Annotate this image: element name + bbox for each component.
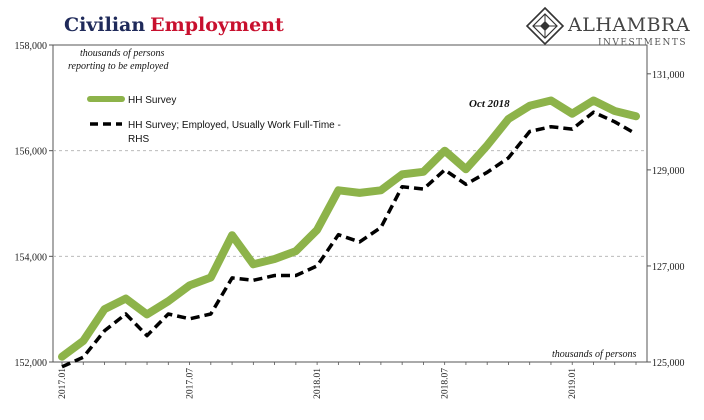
legend-label-ft-line2: RHS	[128, 134, 149, 145]
bottom-unit-note: thousands of persons	[552, 349, 637, 360]
left-tick-label: 158,000	[15, 41, 48, 52]
title-civilian: Civilian	[64, 14, 145, 36]
left-tick-label: 156,000	[15, 147, 48, 158]
legend-label-hh: HH Survey	[128, 95, 176, 106]
series-hh-survey	[58, 96, 640, 361]
x-axis: 2017.01 2017.07 2018.01 2018.07 2019.01	[58, 362, 637, 399]
logo-sub: INVESTMENTS	[598, 38, 687, 48]
series-line-hh-survey	[58, 96, 640, 361]
annotation-oct-2018: Oct 2018	[469, 98, 510, 110]
alhambra-logo: ALHAMBRA INVESTMENTS	[525, 6, 690, 48]
x-tick-label: 2018.07	[441, 368, 451, 399]
right-tick-label: 125,000	[652, 358, 685, 369]
x-tick-label: 2017.07	[186, 368, 196, 399]
legend: HH Survey HH Survey; Employed, Usually W…	[87, 95, 341, 145]
grid-lines	[53, 150, 647, 257]
chart-title: Civilian Employment	[64, 14, 284, 36]
left-tick-label: 152,000	[15, 358, 48, 369]
right-tick-label: 131,000	[652, 70, 685, 81]
x-tick-label: 2018.01	[313, 368, 323, 399]
left-unit-line1: thousands of persons	[80, 48, 165, 59]
x-tick-label: 2017.01	[58, 368, 68, 399]
logo-name: ALHAMBRA	[567, 14, 690, 36]
legend-label-ft-line1: HH Survey; Employed, Usually Work Full-T…	[128, 120, 341, 131]
x-tick-label: 2019.01	[568, 368, 578, 399]
series-fulltime-rhs	[61, 110, 637, 369]
right-tick-label: 129,000	[652, 166, 685, 177]
right-tick-label: 127,000	[652, 262, 685, 273]
left-unit-line2: reporting to be employed	[68, 61, 169, 72]
title-employment: Employment	[150, 14, 284, 36]
plot-frame	[52, 44, 648, 363]
right-axis: 125,000 127,000 129,000 131,000	[647, 70, 685, 369]
diamond-lattice-icon	[525, 6, 565, 46]
left-axis: 152,000 154,000 156,000 158,000	[15, 41, 53, 369]
series-line-fulltime-rhs	[61, 110, 637, 369]
left-tick-label: 154,000	[15, 252, 48, 263]
